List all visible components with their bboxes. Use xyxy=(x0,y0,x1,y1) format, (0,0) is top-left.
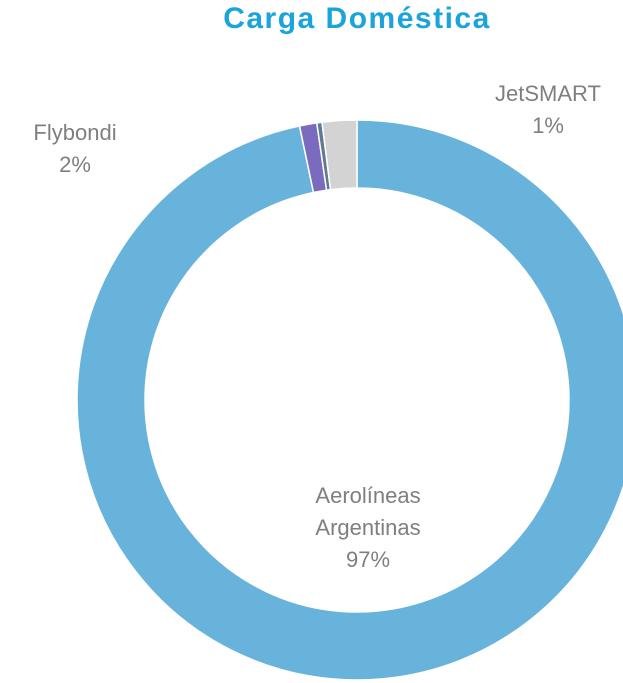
slice-value-label: 97% xyxy=(345,547,391,572)
slice-label: Flybondi xyxy=(33,120,117,145)
donut-segment xyxy=(321,119,358,191)
slice-label: Aerolíneas Argentinas xyxy=(315,483,421,540)
donut-segment xyxy=(76,119,623,681)
chart-title: Carga Doméstica xyxy=(223,2,491,35)
slice-value-label: 2% xyxy=(59,152,91,177)
slice-value-label: 1% xyxy=(532,113,564,138)
slice-label: JetSMART xyxy=(495,81,601,106)
